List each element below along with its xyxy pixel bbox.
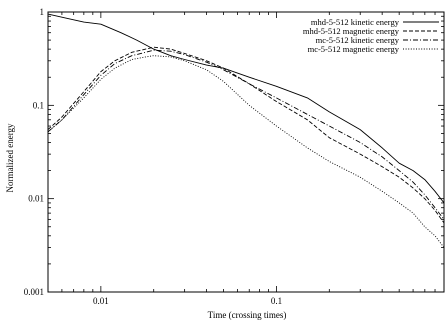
plot-frame xyxy=(47,11,445,293)
series-line-3 xyxy=(47,49,445,220)
x-tick-label: 0.1 xyxy=(271,296,282,306)
y-tick-label: 0.001 xyxy=(24,287,44,297)
legend-label-2: mhd-5-512 magnetic energy xyxy=(303,26,400,36)
axis-ticks: 0.01 0.1 0.001 0.01 0.1 1 xyxy=(24,7,445,306)
series-lines xyxy=(47,13,445,248)
series-line-1 xyxy=(47,13,445,204)
x-tick-label: 0.01 xyxy=(93,296,109,306)
y-tick-label: 0.01 xyxy=(28,194,44,204)
series-line-4 xyxy=(47,55,445,248)
y-tick-label: 1 xyxy=(40,7,45,17)
series-line-2 xyxy=(47,46,445,224)
legend-label-1: mhd-5-512 kinetic energy xyxy=(311,17,400,27)
y-tick-label: 0.1 xyxy=(33,100,44,110)
x-axis-label: Time (crossing times) xyxy=(208,310,287,320)
legend-label-4: mc-5-512 magnetic energy xyxy=(308,44,400,54)
legend-label-3: mc-5-512 kinetic energy xyxy=(316,35,400,45)
y-axis-label: Normalized energy xyxy=(5,123,15,193)
axes xyxy=(47,11,445,293)
